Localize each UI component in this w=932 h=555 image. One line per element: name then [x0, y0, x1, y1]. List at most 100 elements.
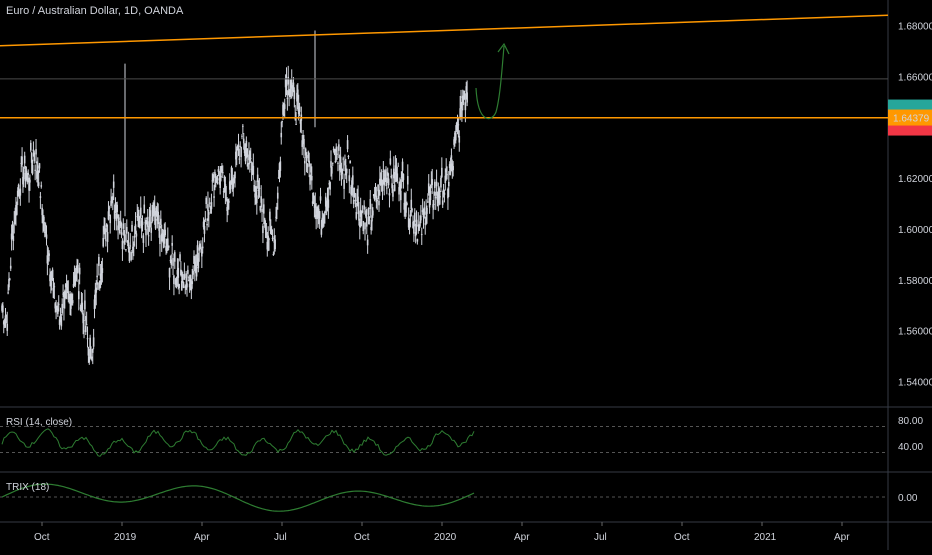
- candle-body: [83, 330, 85, 332]
- price-tick-label: 1.66000: [898, 72, 932, 83]
- candle-body: [77, 264, 79, 273]
- candle-body: [168, 268, 171, 278]
- candle-body: [286, 97, 289, 99]
- candle-body: [235, 148, 238, 158]
- candle-body: [30, 153, 33, 163]
- price-axis[interactable]: 1.680001.660001.640001.620001.600001.580…: [888, 21, 932, 389]
- candle-body: [461, 108, 463, 119]
- candle-body: [358, 211, 360, 221]
- candle-body: [388, 193, 391, 196]
- candle-body: [306, 164, 309, 168]
- candle-body: [127, 242, 130, 249]
- candle-body: [401, 161, 404, 171]
- candle-body: [237, 144, 240, 149]
- candle-body: [178, 284, 180, 289]
- projection-arrowhead: [497, 42, 510, 55]
- candle-body: [290, 79, 293, 89]
- candle-body: [50, 283, 52, 285]
- candle-body: [67, 291, 70, 300]
- candle-body: [287, 76, 290, 85]
- candle-body: [292, 82, 295, 90]
- candle-body: [227, 203, 229, 209]
- candle-body: [464, 102, 467, 111]
- candle-body: [362, 221, 365, 231]
- candle-body: [245, 140, 248, 147]
- candle-body: [310, 163, 312, 173]
- candle-body: [449, 165, 452, 170]
- candle-body: [125, 226, 128, 234]
- candle-body: [228, 181, 231, 190]
- candle-body: [394, 165, 397, 175]
- candle-body: [189, 274, 192, 280]
- candle-body: [248, 154, 250, 161]
- candle-body: [375, 195, 378, 203]
- candle-body: [309, 176, 311, 185]
- candle-body: [296, 92, 298, 102]
- candle-body: [66, 287, 69, 291]
- candle-body: [453, 139, 455, 145]
- candle-body: [289, 88, 291, 92]
- candle-body: [94, 289, 97, 298]
- candle-body: [412, 221, 414, 228]
- candle-body: [414, 231, 417, 237]
- candle-body: [269, 211, 271, 221]
- candle-body: [366, 239, 369, 246]
- candle-body: [124, 234, 126, 242]
- candle-body: [249, 157, 252, 159]
- candle-body: [21, 156, 23, 165]
- candle-body: [52, 288, 55, 298]
- candle-body: [266, 241, 269, 250]
- candle-body: [441, 167, 443, 178]
- candle-body: [228, 200, 230, 203]
- candle-body: [18, 191, 21, 198]
- candle-body: [275, 216, 277, 218]
- candle-body: [377, 184, 379, 192]
- candle-body: [121, 240, 124, 250]
- candle-body: [99, 273, 102, 280]
- rsi-pane[interactable]: 80.00 40.00: [0, 416, 923, 457]
- candle-body: [406, 176, 409, 185]
- candle-body: [105, 239, 107, 241]
- candle-body: [140, 220, 143, 229]
- candle-body: [72, 283, 75, 287]
- candle-body: [231, 180, 234, 185]
- candle-body: [176, 270, 179, 275]
- candle-body: [448, 164, 451, 169]
- candle-body: [157, 211, 160, 217]
- candle-body: [373, 193, 376, 200]
- candle-body: [440, 177, 442, 188]
- candle-body: [439, 196, 441, 198]
- time-axis[interactable]: Oct 2019 Apr Jul Oct 2020 Apr Jul Oct 2021 Apr: [34, 522, 850, 543]
- candle-body: [173, 275, 175, 285]
- candle-body: [59, 315, 62, 321]
- candle-body: [92, 337, 95, 347]
- candle-body: [212, 174, 214, 182]
- candle-body: [386, 187, 388, 189]
- candle-body: [355, 211, 358, 219]
- time-tick-label: 2019: [114, 532, 137, 543]
- candle-body: [86, 338, 89, 340]
- candle-body: [418, 224, 420, 231]
- candle-body: [195, 266, 198, 277]
- candle-body: [353, 193, 356, 198]
- candle-body: [110, 200, 112, 206]
- candle-body: [284, 78, 287, 88]
- candle-body: [348, 175, 351, 182]
- candle-body: [443, 192, 446, 195]
- candle-body: [5, 315, 8, 317]
- candle-body: [230, 167, 233, 173]
- candle-body: [164, 229, 166, 236]
- candle-body: [64, 291, 66, 300]
- candle-body: [423, 207, 426, 215]
- price-tick-label: 1.60000: [898, 225, 932, 236]
- candle-body: [337, 162, 339, 164]
- candle-body: [432, 204, 434, 208]
- candle-body: [341, 168, 344, 175]
- candle-body: [291, 86, 294, 92]
- candle-body: [98, 280, 101, 289]
- time-tick-label: Oct: [34, 532, 50, 543]
- trix-pane[interactable]: 0.00: [0, 483, 918, 512]
